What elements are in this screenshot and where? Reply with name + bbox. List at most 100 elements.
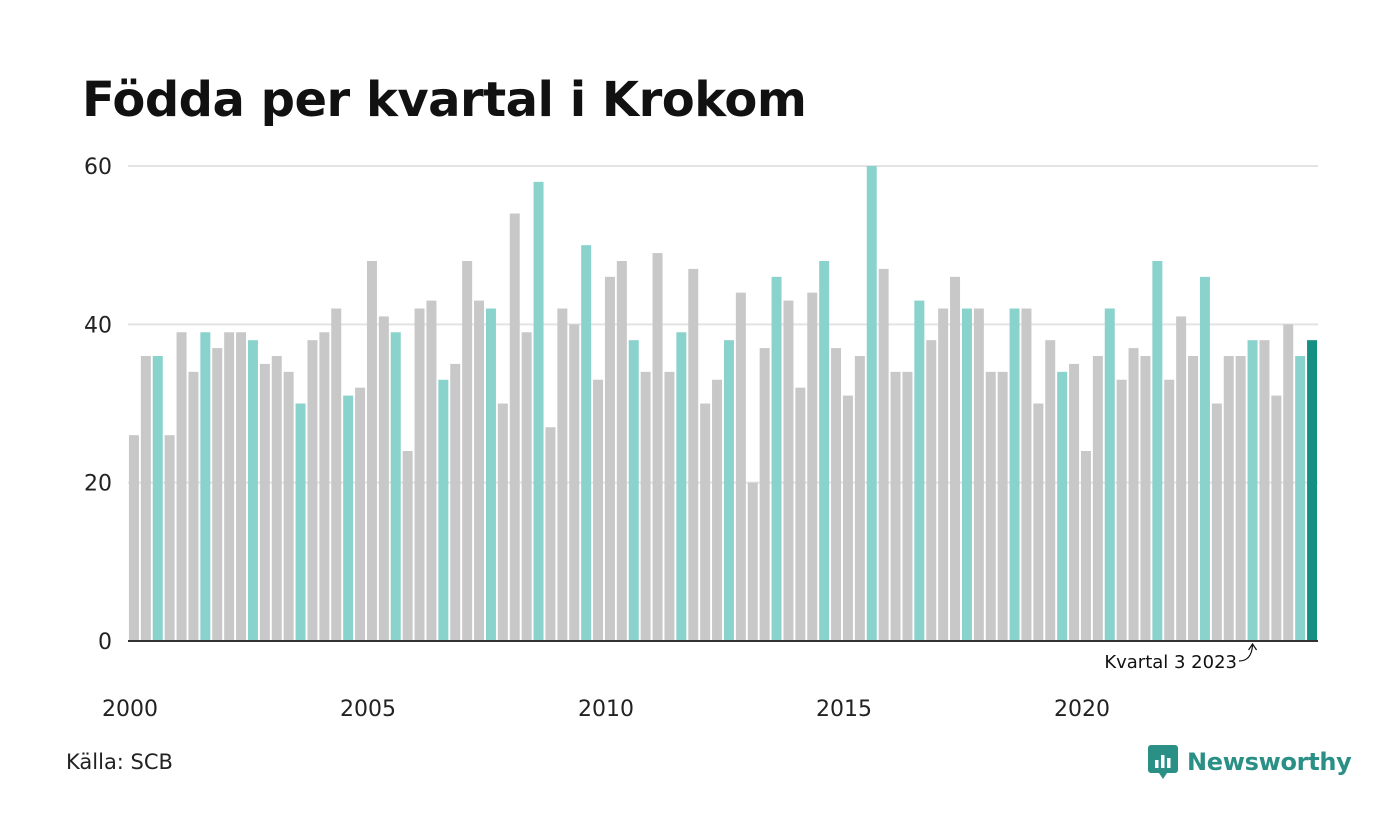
bar [438, 379, 449, 641]
bar [1009, 308, 1020, 641]
bar [783, 300, 794, 641]
bar [1140, 356, 1151, 641]
newsworthy-logo[interactable]: Newsworthy [1148, 743, 1352, 781]
bar [604, 276, 615, 641]
bar [735, 292, 746, 641]
bar [378, 316, 389, 641]
brand-name: Newsworthy [1187, 748, 1352, 776]
bar [414, 308, 425, 641]
bar [1307, 340, 1318, 641]
bar [890, 371, 901, 641]
bar [914, 300, 925, 641]
bar-chart-speech-bubble-icon [1148, 745, 1178, 779]
x-tick-label: 2020 [1054, 697, 1110, 722]
bar [307, 340, 318, 641]
bar [283, 371, 294, 641]
source-note: Källa: SCB [66, 750, 173, 774]
bar [176, 332, 187, 641]
bar [878, 268, 889, 641]
bar [259, 363, 270, 641]
bar [771, 276, 782, 641]
bar [938, 308, 949, 641]
bar [331, 308, 342, 641]
bar [1164, 379, 1175, 641]
bar [688, 268, 699, 641]
bar [1199, 276, 1210, 641]
bar [593, 379, 604, 641]
bar [1152, 261, 1163, 641]
bar [807, 292, 818, 641]
x-tick-label: 2010 [578, 697, 634, 722]
bar [1247, 340, 1258, 641]
bar [1128, 348, 1139, 641]
bar [224, 332, 235, 641]
bar [128, 435, 139, 641]
bar [1045, 340, 1056, 641]
bar [474, 300, 485, 641]
bar [759, 348, 770, 641]
annotation-label: Kvartal 3 2023 [1104, 652, 1237, 673]
bar [997, 371, 1008, 641]
bar [950, 276, 961, 641]
bar [628, 340, 639, 641]
bar [866, 166, 877, 641]
annotation-arrowhead [1248, 642, 1258, 651]
bar [712, 379, 723, 641]
bar [557, 308, 568, 641]
bar [271, 356, 282, 641]
bar [831, 348, 842, 641]
bar [723, 340, 734, 641]
bar [819, 261, 830, 641]
bar [985, 371, 996, 641]
bars [128, 166, 1318, 642]
bar [200, 332, 211, 641]
bar [319, 332, 330, 641]
bar [664, 371, 675, 641]
bar [640, 371, 651, 641]
bar [355, 387, 366, 641]
bar [1295, 356, 1306, 641]
bar [700, 403, 711, 641]
bar [569, 324, 580, 641]
annotation-arrow [1238, 644, 1254, 662]
chart-title: Födda per kvartal i Krokom [82, 72, 807, 128]
bar [426, 300, 437, 641]
bar [1211, 403, 1222, 641]
bar [1104, 308, 1115, 641]
bar [973, 308, 984, 641]
bar [747, 482, 758, 641]
bar [1176, 316, 1187, 641]
x-tick-label: 2000 [102, 697, 158, 722]
bar-chart: 0 20 40 60 2000 2005 2010 2015 2020 Kvartal 3 2… [84, 155, 1318, 722]
x-tick-label: 2005 [340, 697, 396, 722]
bar [521, 332, 532, 641]
bar [1116, 379, 1127, 641]
bar [1271, 395, 1282, 641]
bar [247, 340, 258, 641]
bar [676, 332, 687, 641]
bar [926, 340, 937, 641]
y-axis-tick-labels: 0 20 40 60 [84, 155, 112, 655]
bar [652, 253, 663, 642]
bar [1188, 356, 1199, 641]
y-tick-label: 0 [98, 630, 112, 655]
bar [961, 308, 972, 641]
bar [343, 395, 354, 641]
bar [212, 348, 223, 641]
bar [1223, 356, 1234, 641]
bar [545, 427, 556, 641]
bar [902, 371, 913, 641]
bar [854, 356, 865, 641]
bar [390, 332, 401, 641]
bar [616, 261, 627, 641]
bar [295, 403, 306, 641]
y-tick-label: 20 [84, 472, 112, 497]
bar [485, 308, 496, 641]
bar [236, 332, 247, 641]
annotation: Kvartal 3 2023 [1104, 642, 1258, 673]
bar [164, 435, 175, 641]
x-axis-tick-labels: 2000 2005 2010 2015 2020 [102, 697, 1110, 722]
bar [1235, 356, 1246, 641]
bar [1080, 451, 1091, 641]
bar [1069, 363, 1080, 641]
